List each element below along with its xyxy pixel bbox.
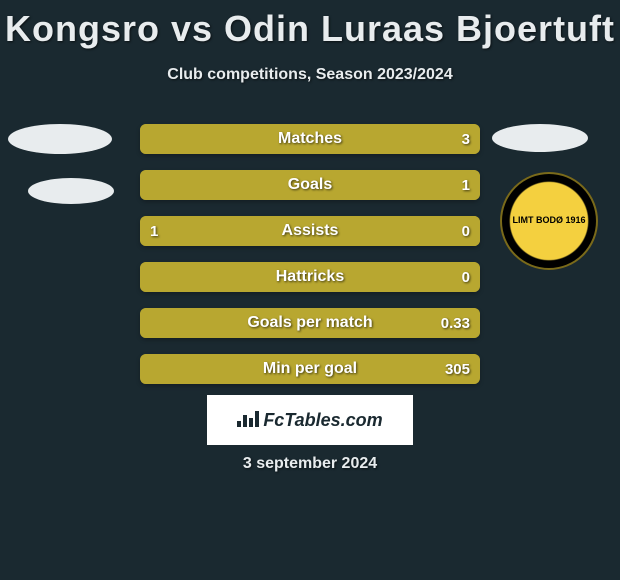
team1-badge-ellipse-1	[8, 124, 112, 154]
stat-value-right: 0.33	[441, 308, 470, 338]
page-title: Kongsro vs Odin Luraas Bjoertuft	[0, 0, 620, 50]
bar-segment-right	[140, 308, 480, 338]
stat-value-right: 305	[445, 354, 470, 384]
team2-badge-ellipse	[492, 124, 588, 152]
bar-segment-right	[140, 262, 480, 292]
footer-date: 3 september 2024	[0, 455, 620, 473]
stat-bar-row: 10Assists	[140, 216, 480, 246]
footer-brand-logo: FcTables.com	[207, 395, 413, 445]
team2-badge-crest: LIMT BODØ 1916	[500, 172, 598, 270]
bar-segment-right	[140, 170, 480, 200]
stat-bar-row: 0Hattricks	[140, 262, 480, 292]
team1-badge-ellipse-2	[28, 178, 114, 204]
stat-bar-row: 0.33Goals per match	[140, 308, 480, 338]
stat-value-right: 0	[462, 262, 470, 292]
subtitle: Club competitions, Season 2023/2024	[0, 66, 620, 84]
stat-value-right: 3	[462, 124, 470, 154]
stat-value-left: 1	[150, 216, 158, 246]
bar-segment-right	[140, 354, 480, 384]
chart-icon	[237, 409, 259, 432]
stat-value-right: 0	[462, 216, 470, 246]
footer-brand-text: FcTables.com	[263, 410, 382, 431]
stat-bar-row: 3Matches	[140, 124, 480, 154]
stat-value-right: 1	[462, 170, 470, 200]
team2-badge-text: LIMT BODØ 1916	[512, 216, 585, 226]
stats-bar-container: 3Matches1Goals10Assists0Hattricks0.33Goa…	[140, 124, 480, 400]
stat-bar-row: 305Min per goal	[140, 354, 480, 384]
bar-segment-right	[140, 124, 480, 154]
stat-bar-row: 1Goals	[140, 170, 480, 200]
